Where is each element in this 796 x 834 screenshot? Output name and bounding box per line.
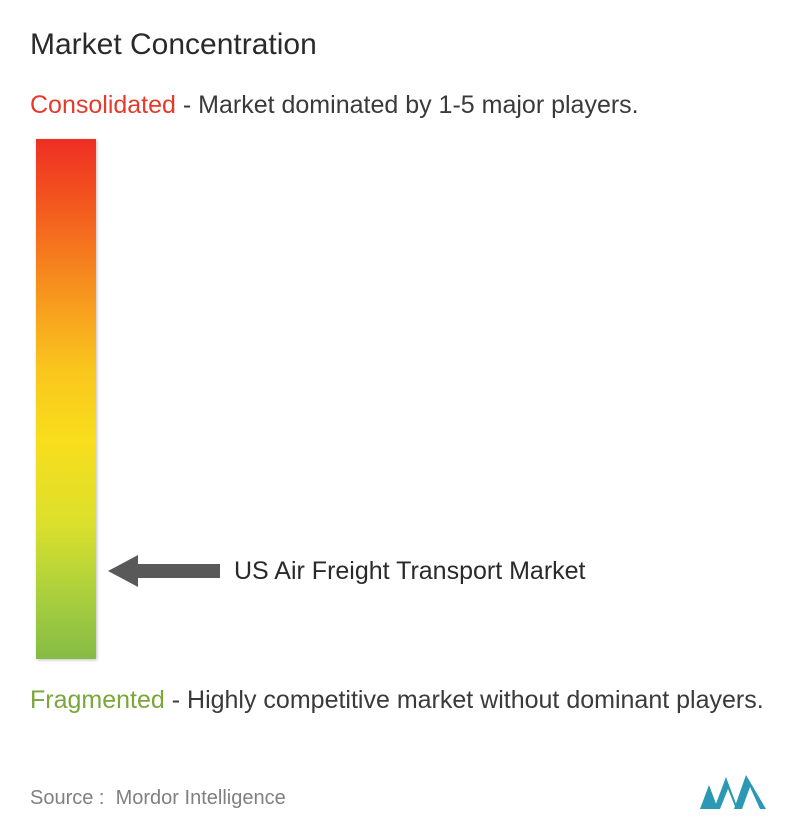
page-title: Market Concentration <box>30 28 766 62</box>
source-attribution: Source : Mordor Intelligence <box>30 787 286 810</box>
concentration-gauge-bar <box>36 139 96 659</box>
keyword-fragmented: Fragmented <box>30 686 165 714</box>
source-label: Source : <box>30 787 104 809</box>
source-name: Mordor Intelligence <box>116 787 286 809</box>
gauge-area: US Air Freight Transport Market <box>36 139 766 669</box>
definition-fragmented-text: - Highly competitive market without domi… <box>165 686 764 714</box>
marker-label: US Air Freight Transport Market <box>234 556 586 586</box>
definition-consolidated-text: - Market dominated by 1-5 major players. <box>176 91 639 119</box>
definition-consolidated: Consolidated - Market dominated by 1-5 m… <box>30 90 766 121</box>
brand-logo <box>698 771 768 816</box>
arrow-left-icon <box>108 554 220 588</box>
definition-fragmented: Fragmented - Highly competitive market w… <box>30 685 766 716</box>
keyword-consolidated: Consolidated <box>30 91 176 119</box>
market-position-marker: US Air Freight Transport Market <box>108 554 586 588</box>
